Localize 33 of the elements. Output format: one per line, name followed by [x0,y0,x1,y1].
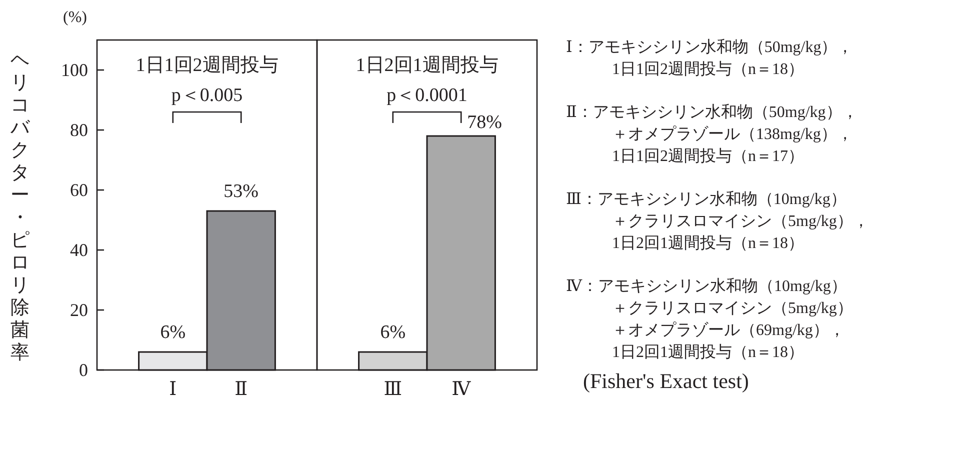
text: ＋オメプラゾール（138mg/kg）， [612,125,853,143]
text: ＋クラリスロマイシン（5mg/kg）， [612,213,869,230]
x-tick-label: Ⅱ [234,379,248,400]
text: Ⅳ：アモキシシリン水和物（10mg/kg） [566,277,847,295]
text: (%) [63,9,87,26]
text: ＋オメプラゾール（69mg/kg）， [612,321,845,339]
data-label: 78% [467,112,502,133]
text: Ⅱ：アモキシシリン水和物（50mg/kg）， [566,103,858,121]
text: Ⅲ：アモキシシリン水和物（10mg/kg） [566,190,846,208]
text: 1日1回2週間投与（n＝17） [612,147,804,165]
y-tick-label: 40 [70,240,88,260]
text: 1日1回2週間投与（n＝18） [612,60,804,78]
text: 1日1回2週間投与 [136,55,278,76]
data-label: 6% [380,322,406,343]
y-tick-label: 20 [70,300,88,320]
text: 1日2回1週間投与（n＝18） [612,343,804,361]
x-tick-label: Ⅰ [169,379,177,400]
text: Ⅰ：アモキシシリン水和物（50mg/kg）， [566,38,854,56]
text: ＋クラリスロマイシン（5mg/kg） [612,300,853,317]
y-tick-label: 60 [70,180,88,200]
data-label: 6% [160,322,186,343]
text: (Fisher's Exact test) [583,369,749,393]
annotation: p＜0.005 [171,85,243,106]
annotation: p＜0.0001 [386,85,468,106]
y-tick-label: 80 [70,120,88,140]
text: ヘリコバクター・ピロリ除菌率 [10,50,30,364]
y-tick-label: 100 [61,60,88,80]
x-tick-label: Ⅳ [452,379,472,400]
text: 1日2回1週間投与（n＝18） [612,234,804,252]
data-label: 53% [224,181,259,202]
y-tick-label: 0 [79,360,88,380]
text: 1日2回1週間投与 [356,55,498,76]
x-tick-label: Ⅲ [384,379,402,400]
